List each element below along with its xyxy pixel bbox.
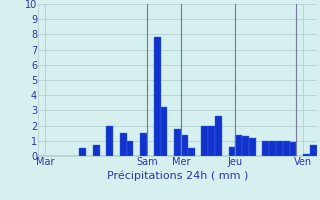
Bar bbox=[208, 126, 215, 156]
Bar bbox=[276, 141, 283, 156]
Bar bbox=[154, 37, 161, 156]
Bar bbox=[262, 141, 269, 156]
Bar bbox=[106, 126, 113, 156]
Bar bbox=[310, 145, 317, 156]
Bar bbox=[93, 145, 100, 156]
Bar bbox=[242, 136, 249, 156]
Bar bbox=[303, 154, 310, 156]
Bar bbox=[283, 141, 290, 156]
Bar bbox=[249, 138, 256, 156]
Bar bbox=[140, 133, 147, 156]
Bar bbox=[181, 135, 188, 156]
Bar bbox=[79, 148, 86, 156]
Bar bbox=[290, 142, 296, 156]
Bar bbox=[127, 141, 133, 156]
Bar bbox=[174, 129, 181, 156]
Bar bbox=[201, 126, 208, 156]
Bar bbox=[215, 116, 222, 156]
Bar bbox=[161, 107, 167, 156]
Bar bbox=[120, 133, 127, 156]
Bar bbox=[269, 141, 276, 156]
Bar bbox=[235, 135, 242, 156]
Bar bbox=[228, 147, 235, 156]
X-axis label: Précipitations 24h ( mm ): Précipitations 24h ( mm ) bbox=[107, 170, 248, 181]
Bar bbox=[188, 148, 195, 156]
